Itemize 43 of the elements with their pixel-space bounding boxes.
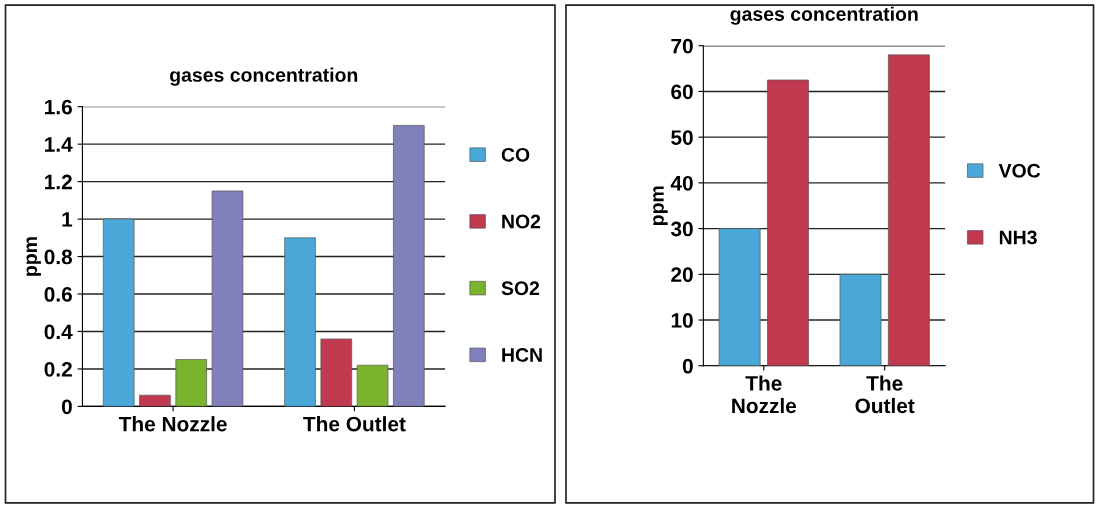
legend-label: SO2 bbox=[501, 281, 540, 296]
legend-label: NH3 bbox=[999, 230, 1037, 245]
y-tick-label: 0.2 bbox=[44, 361, 72, 377]
y-tick-label: 30 bbox=[670, 221, 693, 237]
bar bbox=[320, 338, 353, 407]
bar bbox=[284, 237, 316, 407]
y-tick-label: 0 bbox=[61, 399, 72, 415]
bar bbox=[211, 190, 244, 407]
y-tick-label: 1.2 bbox=[45, 174, 72, 190]
x-tick-label: The Nozzle bbox=[732, 375, 797, 414]
bar bbox=[887, 54, 930, 366]
bar bbox=[175, 359, 207, 407]
chart-title: gases concentration bbox=[730, 6, 918, 25]
y-tick-label: 20 bbox=[671, 267, 693, 283]
y-axis-title: ppm bbox=[26, 237, 41, 276]
bar bbox=[139, 394, 171, 407]
y-tick-label: 70 bbox=[671, 38, 693, 54]
x-tick-label: The Outlet bbox=[855, 375, 915, 414]
bar bbox=[767, 79, 809, 366]
bar bbox=[718, 228, 761, 366]
y-tick-label: 0.6 bbox=[44, 287, 72, 302]
y-tick-label: 0 bbox=[682, 358, 693, 374]
y-tick-label: 60 bbox=[671, 84, 693, 100]
x-tick-label: The Outlet bbox=[303, 416, 406, 432]
legend-label: VOC bbox=[998, 163, 1041, 178]
y-tick-label: 1 bbox=[62, 212, 73, 227]
bar bbox=[102, 218, 135, 407]
legend-label: CO bbox=[501, 147, 530, 162]
y-tick-label: 50 bbox=[671, 130, 693, 145]
y-axis-title: ppm bbox=[653, 186, 668, 225]
chart-title: gases concentration bbox=[170, 67, 358, 86]
y-tick-label: 10 bbox=[671, 313, 693, 328]
legend-label: NO2 bbox=[502, 214, 541, 229]
y-tick-label: 40 bbox=[670, 175, 693, 191]
bar bbox=[356, 364, 389, 407]
x-tick-label: The Nozzle bbox=[118, 416, 227, 432]
y-tick-label: 0.8 bbox=[44, 249, 73, 265]
bar bbox=[839, 273, 882, 366]
y-tick-label: 1.4 bbox=[45, 137, 73, 152]
y-tick-label: 1.6 bbox=[45, 99, 72, 115]
legend-label: HCN bbox=[502, 348, 542, 362]
y-tick-label: 0.4 bbox=[44, 324, 73, 340]
bar bbox=[393, 125, 425, 407]
